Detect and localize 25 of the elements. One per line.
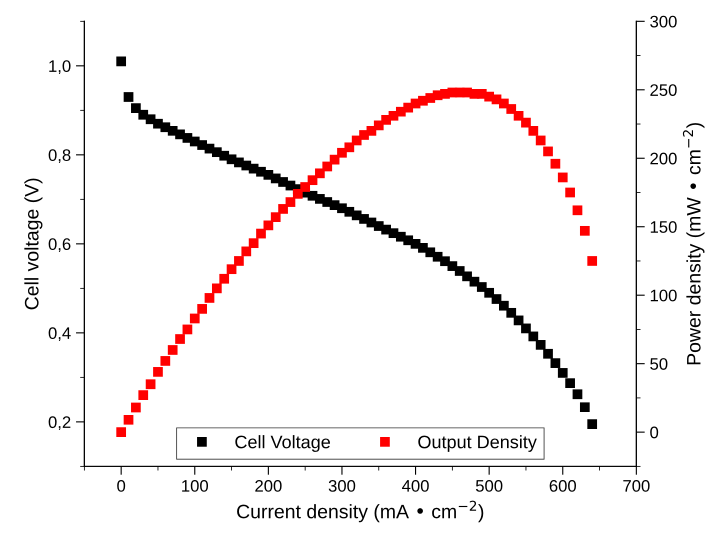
y-tick-label: 1,0 xyxy=(49,60,71,74)
y-tick-label: 0,8 xyxy=(48,149,70,164)
x-tick-label: 0 xyxy=(117,480,126,492)
x-tick-label: 700 xyxy=(623,480,650,492)
legend-label: Cell Voltage xyxy=(235,435,330,452)
y2-axis-title: Power density (mW • cm$^{−2}$) xyxy=(682,123,704,364)
y-tick-label: 0,2 xyxy=(48,416,70,430)
x-tick-label: 500 xyxy=(476,480,502,492)
x-tick-label: 100 xyxy=(182,480,208,492)
y2-tick-label: 100 xyxy=(650,290,677,302)
y2-tick-label: 0 xyxy=(650,426,658,438)
x-tick-label: 300 xyxy=(328,480,356,492)
x-tick-label: 600 xyxy=(550,480,576,492)
y-tick-label: 0,4 xyxy=(48,327,71,342)
y2-tick-label: 50 xyxy=(650,358,668,370)
y2-tick-label: 150 xyxy=(650,221,677,233)
legend-label: Output Density xyxy=(418,435,537,452)
x-tick-label: 400 xyxy=(402,480,429,492)
y2-tick-label: 250 xyxy=(650,84,677,96)
x-tick-label: 200 xyxy=(255,480,282,492)
y-axis-title: Cell voltage (V) xyxy=(24,178,42,310)
y2-tick-label: 200 xyxy=(650,152,677,164)
y2-tick-label: 300 xyxy=(650,16,677,28)
y-tick-label: 0,6 xyxy=(48,238,70,252)
x-axis-title: Current density (mA • cm$^{−2}$) xyxy=(237,500,484,522)
